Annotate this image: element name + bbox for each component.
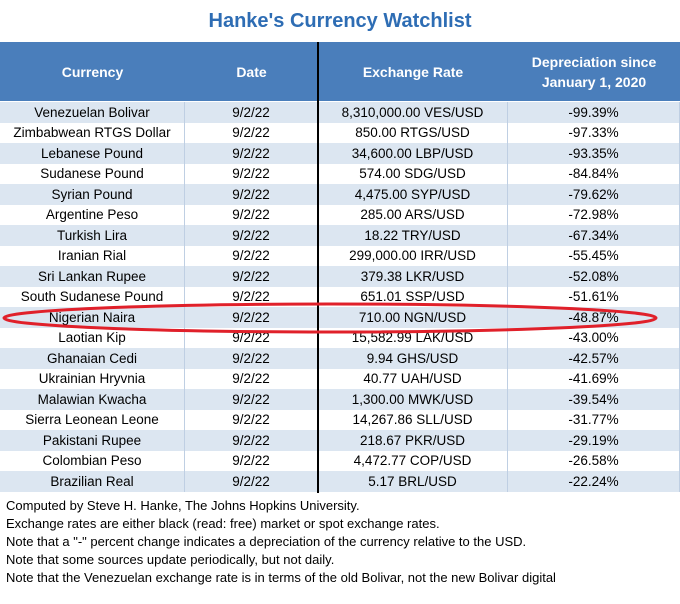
- table-cell: 15,582.99 LAK/USD: [318, 327, 508, 348]
- table-row: Brazilian Real 9/2/22 5.17 BRL/USD -22.24%: [0, 471, 680, 492]
- table-row: South Sudanese Pound 9/2/22 651.01 SSP/USD…: [0, 286, 680, 307]
- table-row: Lebanese Pound 9/2/22 34,600.00 LBP/USD -93…: [0, 143, 680, 164]
- table-cell: Laotian Kip: [0, 327, 185, 348]
- note: Note that some sources update periodical…: [6, 552, 335, 567]
- note: Note that the Venezuelan exchange rate i…: [6, 570, 556, 585]
- table-cell: 574.00 SDG/USD: [318, 163, 508, 184]
- table-row: Sri Lankan Rupee 9/2/22 379.38 LKR/USD -52.…: [0, 266, 680, 287]
- table-cell: 8,310,000.00 VES/USD: [318, 102, 508, 123]
- table-cell: 1,300.00 MWK/USD: [318, 389, 508, 410]
- table-cell: Colombian Peso: [0, 450, 185, 471]
- table-cell: Iranian Rial: [0, 245, 185, 266]
- table-row: Malawian Kwacha 9/2/22 1,300.00 MWK/USD -39…: [0, 389, 680, 410]
- table-row: Laotian Kip 9/2/22 15,582.99 LAK/USD -43.00…: [0, 327, 680, 348]
- header-cell: Date: [236, 63, 267, 80]
- table-row: Zimbabwean RTGS Dollar 9/2/22 850.00 RTGS/…: [0, 122, 680, 143]
- note: Computed by Steve H. Hanke, The Johns Ho…: [6, 498, 360, 513]
- title: Hanke's Currency Watchlist: [208, 10, 472, 32]
- table-cell: 850.00 RTGS/USD: [318, 122, 508, 143]
- notes: Computed by Steve H. Hanke, The Johns Ho…: [6, 497, 556, 587]
- table-row: Ghanaian Cedi 9/2/22 9.94 GHS/USD -42.57%: [0, 348, 680, 369]
- table-cell: Syrian Pound: [0, 184, 185, 205]
- table-cell: Malawian Kwacha: [0, 389, 185, 410]
- header-row: Currency Date Exchange Rate Depreciation si…: [0, 42, 680, 101]
- table-cell: 34,600.00 LBP/USD: [318, 143, 508, 164]
- table-cell: Ukrainian Hryvnia: [0, 368, 185, 389]
- highlight-ellipse: [2, 302, 658, 334]
- table-cell: Argentine Peso: [0, 204, 185, 225]
- table-cell: Ghanaian Cedi: [0, 348, 185, 369]
- table-cell: 651.01 SSP/USD: [318, 286, 508, 307]
- note: Exchange rates are either black (read: f…: [6, 516, 440, 531]
- header-cell: Currency: [61, 63, 124, 80]
- table-cell: Sudanese Pound: [0, 163, 185, 184]
- table-cell: Venezuelan Bolivar: [0, 102, 185, 123]
- table-row: Iranian Rial 9/2/22 299,000.00 IRR/USD -55.…: [0, 245, 680, 266]
- table-cell: 5.17 BRL/USD: [318, 471, 508, 492]
- table-row: Venezuelan Bolivar 9/2/22 8,310,000.00 VES…: [0, 102, 680, 123]
- table-cell: 379.38 LKR/USD: [318, 266, 508, 287]
- table-cell: Nigerian Naira: [0, 307, 185, 328]
- table-cell: 4,472.77 COP/USD: [318, 450, 508, 471]
- table-cell: Pakistani Rupee: [0, 430, 185, 451]
- table-cell: 285.00 ARS/USD: [318, 204, 508, 225]
- header-cell: Depreciation since January 1, 2020: [531, 53, 657, 90]
- table-cell: Zimbabwean RTGS Dollar: [0, 122, 185, 143]
- table-cell: Lebanese Pound: [0, 143, 185, 164]
- table-cell: 40.77 UAH/USD: [318, 368, 508, 389]
- table-cell: 14,267.86 SLL/USD: [318, 409, 508, 430]
- note: Note that a "-" percent change indicates…: [6, 534, 527, 549]
- table-cell: 218.67 PKR/USD: [318, 430, 508, 451]
- table-cell: Sierra Leonean Leone: [0, 409, 185, 430]
- table-row: Ukrainian Hryvnia 9/2/22 40.77 UAH/USD -41.…: [0, 368, 680, 389]
- table-cell: 710.00 NGN/USD: [318, 307, 508, 328]
- table-row: Syrian Pound 9/2/22 4,475.00 SYP/USD -79.62…: [0, 184, 680, 205]
- table-row: Sudanese Pound 9/2/22 574.00 SDG/USD -84.84…: [0, 163, 680, 184]
- table-row: Nigerian Naira 9/2/22 710.00 NGN/USD -48.87…: [0, 307, 680, 328]
- table-cell: 4,475.00 SYP/USD: [318, 184, 508, 205]
- table-cell: 18.22 TRY/USD: [318, 225, 508, 246]
- table-row: Turkish Lira 9/2/22 18.22 TRY/USD -67.34%: [0, 225, 680, 246]
- table-cell: Sri Lankan Rupee: [0, 266, 185, 287]
- table-cell: Brazilian Real: [0, 471, 185, 492]
- divider: [317, 42, 319, 493]
- table-cell: Turkish Lira: [0, 225, 185, 246]
- table-cell: 299,000.00 IRR/USD: [318, 245, 508, 266]
- table-cell: South Sudanese Pound: [0, 286, 185, 307]
- table-row: Pakistani Rupee 9/2/22 218.67 PKR/USD -29.1…: [0, 430, 680, 451]
- table-row: Colombian Peso 9/2/22 4,472.77 COP/USD -26.…: [0, 450, 680, 471]
- table-cell: 9.94 GHS/USD: [318, 348, 508, 369]
- header-cell: Exchange Rate: [362, 63, 464, 80]
